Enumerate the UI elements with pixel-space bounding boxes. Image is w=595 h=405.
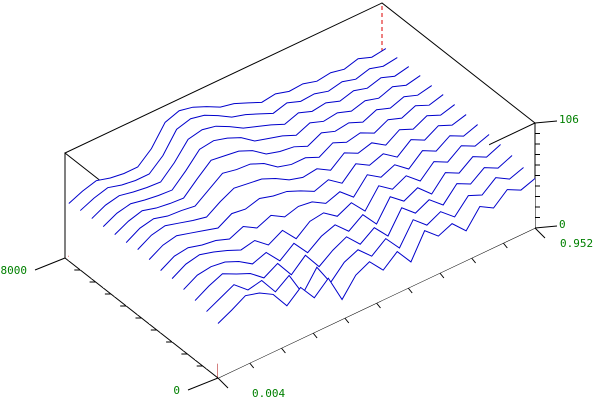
trace	[125, 94, 444, 243]
minor-tick	[407, 287, 413, 294]
trace	[148, 114, 467, 260]
minor-tick	[502, 242, 508, 249]
minor-tick	[344, 317, 350, 324]
minor-tick	[249, 362, 255, 369]
t-tick-label: 0	[173, 384, 180, 397]
minor-tick	[376, 302, 381, 309]
x-tick-label: 0.004	[252, 387, 285, 400]
trace	[183, 144, 501, 290]
trace	[206, 167, 524, 312]
trace	[114, 85, 433, 235]
t-tick	[34, 257, 66, 271]
minor-tick	[439, 272, 445, 279]
z-tick-label: 0	[559, 218, 566, 231]
minor-tick	[471, 257, 476, 264]
x-tick-label: 0.952	[560, 237, 593, 250]
trace	[171, 134, 490, 279]
minor-tick	[312, 332, 318, 339]
trace	[68, 48, 387, 204]
z-tick	[534, 225, 558, 229]
trace	[102, 75, 421, 227]
trace	[137, 104, 455, 250]
trace	[217, 178, 536, 324]
t-tick-label: 8000	[1, 264, 28, 277]
occluder	[218, 178, 535, 378]
t-tick	[187, 377, 219, 391]
x-tick	[534, 227, 546, 239]
z-tick	[534, 120, 558, 124]
trace	[79, 57, 398, 211]
x-tick	[217, 377, 229, 389]
trace	[91, 66, 410, 219]
minor-tick	[281, 347, 286, 354]
z-tick-label: 106	[559, 113, 579, 126]
trace	[160, 124, 478, 271]
trace	[194, 155, 513, 301]
